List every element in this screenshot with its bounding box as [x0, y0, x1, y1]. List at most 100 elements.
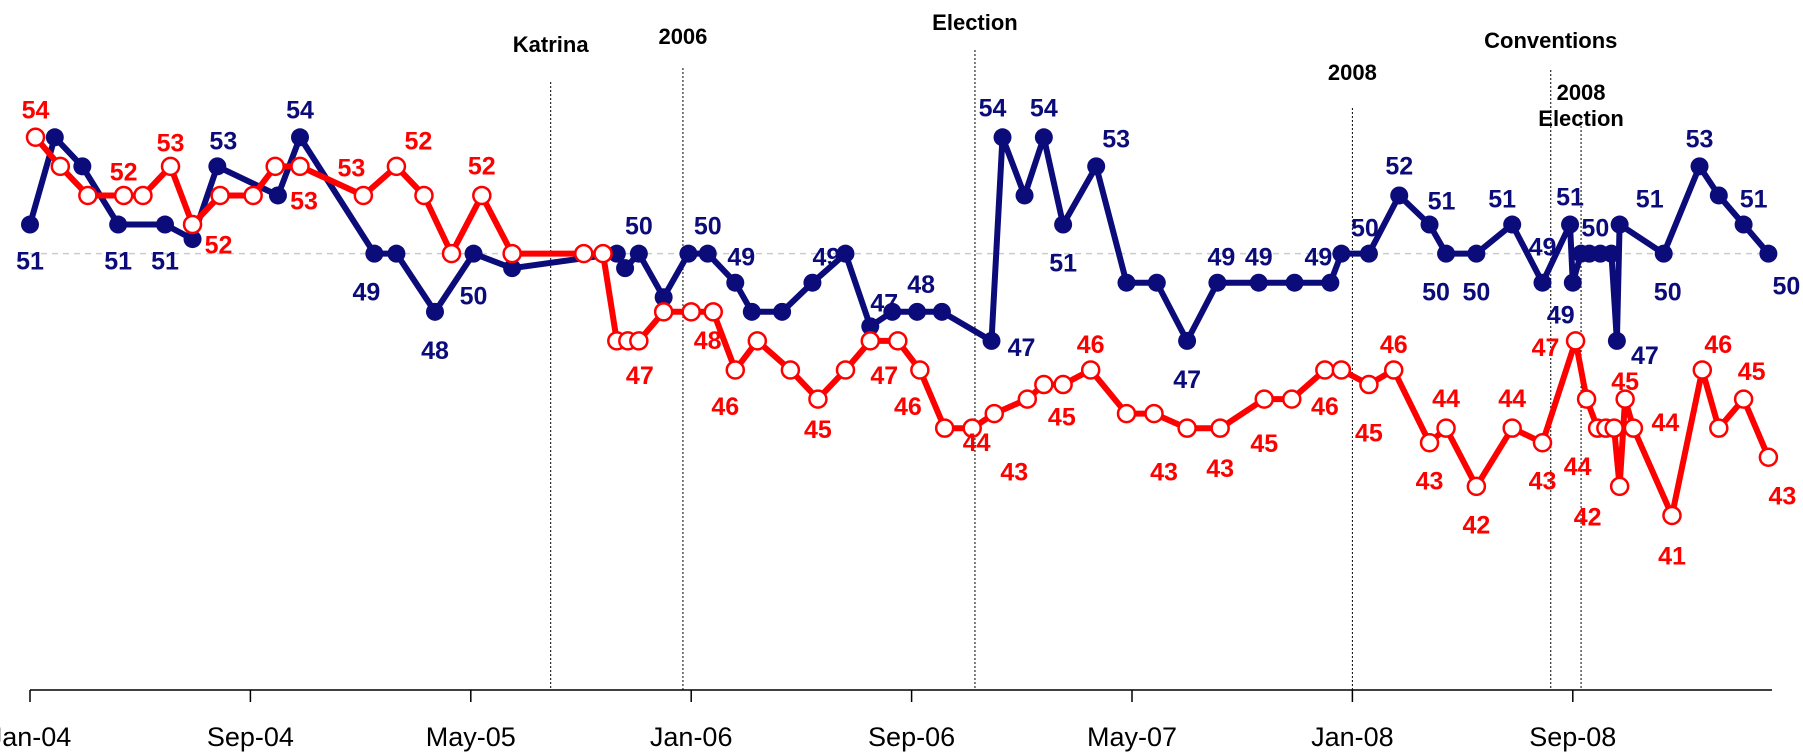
data-label: 52 [405, 127, 433, 155]
data-label: 53 [290, 187, 318, 215]
data-label: 50 [1462, 279, 1490, 307]
data-point [725, 360, 746, 380]
data-label: 52 [468, 152, 496, 180]
data-point [268, 186, 287, 205]
data-point [1177, 418, 1197, 438]
data-label: 47 [870, 362, 898, 390]
x-axis: Jan-04 Sep-04 May-05 Jan-06 Sep-06 May-07 Jan-… [0, 689, 1772, 752]
data-point [1359, 374, 1379, 395]
data-label: 53 [337, 154, 365, 182]
x-tick-label: May-05 [426, 722, 516, 752]
data-point [1533, 273, 1552, 292]
data-point [425, 302, 444, 321]
data-label: 48 [421, 337, 449, 365]
data-label: 44 [963, 429, 991, 457]
data-point [290, 128, 309, 147]
data-label: 44 [1498, 385, 1526, 413]
data-point [50, 156, 71, 177]
data-point [1210, 418, 1230, 438]
data-label: 46 [1077, 331, 1105, 359]
data-point [502, 243, 522, 264]
data-label: 47 [1532, 334, 1560, 362]
data-label: 42 [1462, 511, 1490, 539]
data-label: 47 [626, 362, 654, 390]
event-label-line: Election [1538, 106, 1624, 131]
data-point [1147, 273, 1166, 292]
event-label-line: Katrina [513, 32, 590, 57]
data-point [835, 360, 856, 380]
data-point [932, 302, 951, 321]
data-point [1420, 215, 1439, 234]
data-point [78, 185, 98, 206]
data-point [1709, 186, 1728, 205]
data-label: 53 [157, 129, 185, 157]
data-point [593, 243, 613, 264]
data-point [910, 360, 930, 380]
data-point [962, 418, 982, 438]
data-label: 50 [460, 283, 488, 311]
data-point [1759, 244, 1778, 263]
data-point [365, 244, 384, 263]
data-label: 53 [1686, 125, 1714, 153]
data-label: 42 [1574, 503, 1602, 531]
data-point [1321, 273, 1340, 292]
data-point [726, 273, 745, 292]
data-label: 41 [1658, 542, 1686, 570]
data-label: 47 [1631, 342, 1659, 370]
data-label: 50 [1351, 215, 1379, 243]
x-tick-label: Jan-08 [1311, 722, 1394, 752]
data-label: 54 [1030, 94, 1058, 122]
data-point [861, 317, 880, 336]
data-point [353, 185, 374, 206]
data-point [747, 331, 768, 351]
data-label: 45 [1611, 368, 1639, 396]
data-label: 51 [1428, 188, 1456, 216]
data-point [1331, 360, 1352, 380]
data-label: 49 [1245, 244, 1273, 272]
data-label: 49 [727, 244, 755, 272]
data-label: 51 [1556, 184, 1584, 212]
data-point [1615, 389, 1635, 409]
data-point [503, 259, 522, 278]
data-label: 45 [1048, 404, 1076, 432]
data-point [243, 185, 263, 206]
data-label: 50 [1772, 273, 1800, 301]
event-label: 2006 [658, 24, 707, 49]
data-point [1565, 331, 1586, 351]
data-point [860, 331, 881, 351]
data-point [441, 243, 462, 264]
data-label: 53 [1102, 125, 1130, 153]
event-label-line: 2006 [658, 24, 707, 49]
data-point [208, 157, 227, 176]
data-point [1709, 418, 1729, 438]
data-label: 52 [110, 158, 138, 186]
data-label: 45 [1355, 420, 1383, 448]
data-label: 49 [1304, 244, 1332, 272]
data-point [133, 185, 153, 206]
data-point [1315, 360, 1335, 380]
data-point [1419, 432, 1440, 453]
data-label: 51 [16, 248, 44, 276]
data-point [1690, 157, 1709, 176]
data-point [1733, 389, 1754, 409]
data-point [1437, 244, 1456, 263]
data-point [1532, 432, 1553, 453]
data-label: 53 [209, 127, 237, 155]
data-point [1080, 360, 1101, 380]
data-point [1254, 389, 1274, 409]
data-label: 48 [694, 327, 722, 355]
data-label: 46 [894, 393, 922, 421]
data-point [1034, 374, 1054, 395]
data-point [629, 244, 648, 263]
data-point [629, 331, 649, 351]
data-label: 52 [205, 232, 233, 260]
data-point [698, 244, 717, 263]
event-label: Election [932, 10, 1018, 35]
data-point [1282, 389, 1302, 409]
data-label: 44 [1564, 453, 1592, 481]
data-point [1053, 374, 1073, 395]
data-point [464, 244, 483, 263]
data-label: 44 [1652, 409, 1680, 437]
